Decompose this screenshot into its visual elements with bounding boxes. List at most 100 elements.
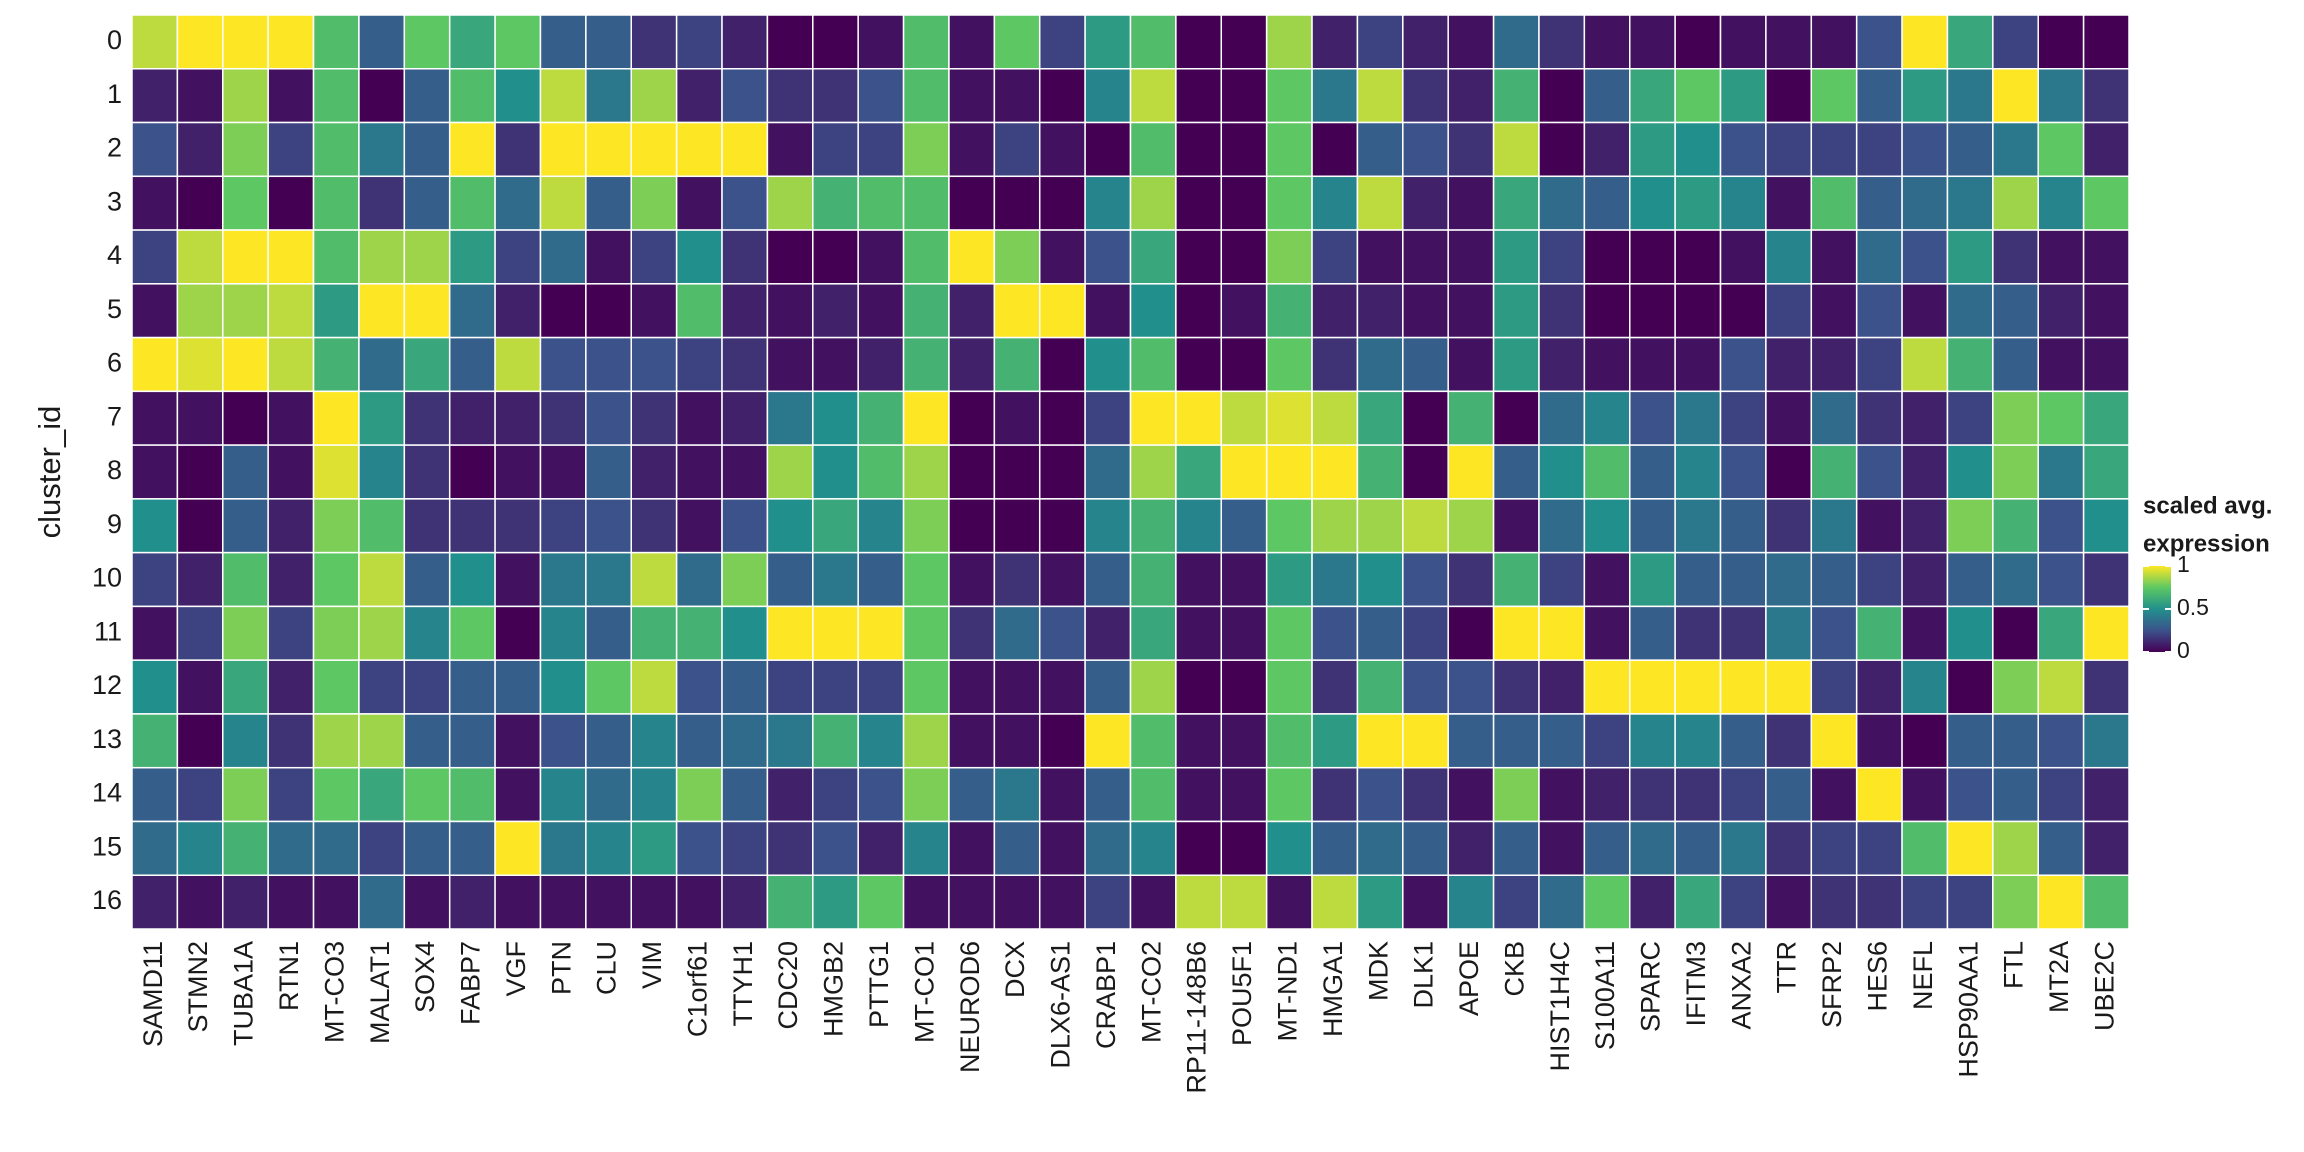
x-tick-label: VGF — [501, 941, 531, 997]
heatmap-cell — [267, 336, 315, 393]
heatmap — [131, 14, 2130, 930]
heatmap-cell — [630, 820, 678, 876]
heatmap-cell — [1810, 444, 1858, 500]
heatmap-cell — [539, 390, 587, 446]
heatmap-cell — [1946, 820, 1994, 876]
heatmap-cell — [358, 229, 406, 285]
heatmap-cell — [1765, 874, 1813, 930]
heatmap-cell — [1084, 390, 1132, 446]
heatmap-cell — [448, 229, 496, 285]
heatmap-cell — [1855, 14, 1903, 70]
heatmap-cell — [1765, 336, 1813, 393]
heatmap-cell — [1129, 229, 1177, 285]
heatmap-cell — [1175, 283, 1223, 339]
heatmap-cell — [1629, 121, 1676, 178]
heatmap-cell — [1129, 68, 1177, 124]
heatmap-cell — [1810, 121, 1858, 178]
heatmap-cell — [2082, 820, 2130, 876]
x-tick-label: TTYH1 — [728, 941, 758, 1027]
heatmap-cell — [630, 713, 678, 769]
heatmap-cell — [1583, 551, 1631, 608]
heatmap-cell — [948, 390, 996, 446]
heatmap-cell — [812, 283, 859, 339]
heatmap-cell — [1175, 175, 1223, 231]
heatmap-cell — [812, 229, 859, 285]
heatmap-cell — [1765, 229, 1813, 285]
heatmap-cell — [1855, 605, 1903, 661]
heatmap-cell — [902, 659, 950, 715]
heatmap-cell — [1084, 283, 1132, 339]
heatmap-cell — [1719, 713, 1767, 769]
heatmap-cell — [1992, 121, 2039, 178]
heatmap-cell — [1402, 336, 1449, 393]
heatmap-cell — [448, 121, 496, 178]
heatmap-cell — [1402, 444, 1449, 500]
heatmap-cell — [1992, 68, 2039, 124]
heatmap-cell — [1583, 766, 1631, 823]
heatmap-cell — [1175, 874, 1223, 930]
heatmap-cell — [675, 229, 723, 285]
heatmap-cell — [2082, 659, 2130, 715]
heatmap-cell — [1038, 68, 1086, 124]
heatmap-cell — [1901, 14, 1949, 70]
heatmap-cell — [1175, 605, 1223, 661]
heatmap-cell — [1492, 659, 1540, 715]
y-tick-label: 3 — [107, 186, 122, 216]
heatmap-cell — [494, 121, 542, 178]
heatmap-cell — [403, 283, 451, 339]
heatmap-cell — [1084, 874, 1132, 930]
heatmap-cell — [222, 713, 269, 769]
heatmap-cell — [1402, 390, 1449, 446]
heatmap-cell — [1629, 498, 1676, 554]
heatmap-cell — [1629, 659, 1676, 715]
heatmap-cell — [403, 766, 451, 823]
heatmap-cell — [812, 175, 859, 231]
heatmap-cell — [812, 874, 859, 930]
heatmap-cell — [539, 713, 587, 769]
heatmap-cell — [812, 713, 859, 769]
heatmap-cell — [1719, 659, 1767, 715]
heatmap-cell — [1946, 659, 1994, 715]
heatmap-cell — [2037, 68, 2085, 124]
heatmap-cell — [766, 390, 814, 446]
heatmap-cell — [131, 229, 179, 285]
heatmap-cell — [630, 444, 678, 500]
heatmap-cell — [630, 766, 678, 823]
heatmap-cell — [2082, 390, 2130, 446]
heatmap-cell — [358, 390, 406, 446]
heatmap-cell — [403, 14, 451, 70]
heatmap-cell — [358, 444, 406, 500]
heatmap-cell — [721, 283, 769, 339]
heatmap-cell — [312, 121, 360, 178]
heatmap-cell — [312, 551, 360, 608]
heatmap-cell — [494, 498, 542, 554]
heatmap-cell — [1719, 175, 1767, 231]
heatmap-cell — [2082, 766, 2130, 823]
heatmap-cell — [812, 766, 859, 823]
heatmap-cell — [1855, 820, 1903, 876]
heatmap-cell — [312, 659, 360, 715]
heatmap-cell — [358, 605, 406, 661]
heatmap-cell — [1629, 605, 1676, 661]
heatmap-cell — [494, 820, 542, 876]
heatmap-cell — [1356, 766, 1404, 823]
heatmap-cell — [1447, 874, 1495, 930]
heatmap-cell — [2082, 175, 2130, 231]
heatmap-cell — [2037, 283, 2085, 339]
heatmap-cell — [1175, 121, 1223, 178]
heatmap-cell — [1765, 659, 1813, 715]
y-tick-label: 8 — [107, 455, 122, 485]
heatmap-cell — [1356, 283, 1404, 339]
heatmap-cell — [176, 498, 224, 554]
heatmap-cell — [1129, 551, 1177, 608]
heatmap-cell — [630, 68, 678, 124]
heatmap-cell — [1674, 390, 1722, 446]
heatmap-cell — [1265, 336, 1313, 393]
heatmap-cell — [902, 283, 950, 339]
heatmap-cell — [539, 659, 587, 715]
heatmap-cell — [2082, 874, 2130, 930]
heatmap-cell — [267, 229, 315, 285]
x-tick-label: HMGA1 — [1318, 941, 1348, 1037]
heatmap-cell — [131, 14, 179, 70]
heatmap-cell — [1265, 605, 1313, 661]
